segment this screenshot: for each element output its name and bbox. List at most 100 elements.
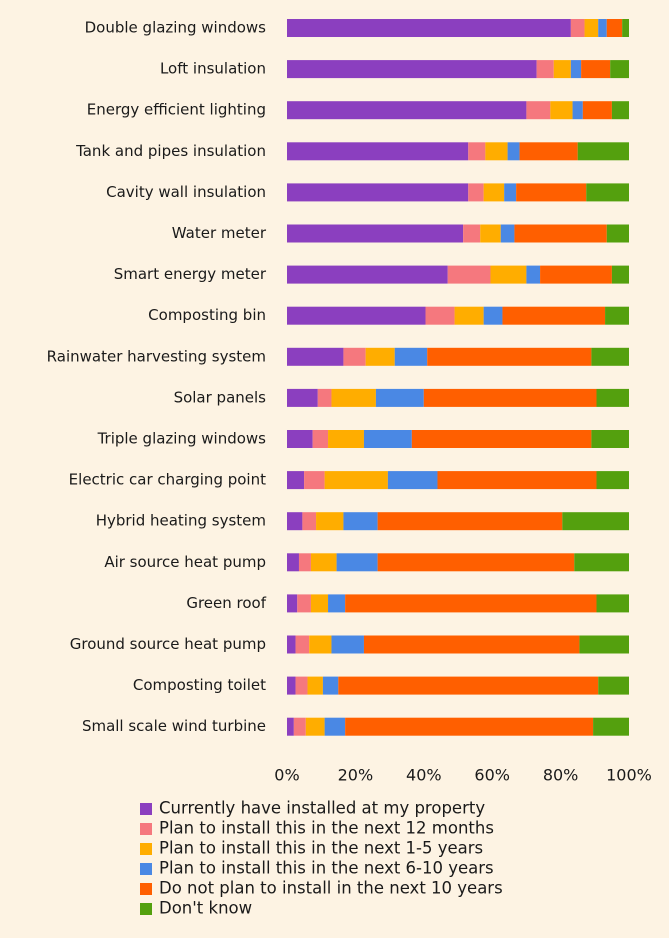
bar-segment <box>287 224 464 243</box>
bar-segment <box>550 101 573 120</box>
bar-segment <box>331 635 364 654</box>
bar-segment <box>287 388 318 407</box>
legend-swatch <box>140 823 152 835</box>
x-tick-label: 20% <box>338 766 374 785</box>
x-tick-label: 60% <box>474 766 510 785</box>
bar-segment <box>570 60 582 79</box>
bar-segment <box>287 430 313 448</box>
bar-segment <box>577 142 629 161</box>
bar-segment <box>581 60 611 79</box>
x-tick-label: 100% <box>606 766 652 785</box>
bar-segment <box>611 265 629 284</box>
bar-segment <box>596 594 629 613</box>
bar-segment <box>516 183 587 202</box>
legend-label: Plan to install this in the next 1-5 yea… <box>159 839 483 858</box>
bar-segment <box>574 553 629 572</box>
bar-segment <box>500 224 515 243</box>
bar-segment <box>463 224 481 243</box>
bar-segment <box>447 265 491 284</box>
legend-label: Don't know <box>159 899 252 918</box>
bar-segment <box>427 347 592 366</box>
bar-segment <box>287 635 296 654</box>
legend-label: Do not plan to install in the next 10 ye… <box>159 879 503 898</box>
legend-label: Currently have installed at my property <box>159 799 485 818</box>
bar-segment <box>324 717 346 736</box>
bar-segment <box>468 142 486 161</box>
bar-segment <box>312 430 329 448</box>
bar-segment <box>423 388 597 407</box>
bar-segment <box>287 60 537 79</box>
bar-segment <box>553 60 571 79</box>
legend-label: Plan to install this in the next 12 mont… <box>159 819 494 838</box>
bar-segment <box>377 512 563 531</box>
category-label: Smart energy meter <box>114 265 267 283</box>
bar-segment <box>331 388 376 407</box>
bar-segment <box>324 471 388 490</box>
bar-segment <box>610 60 629 79</box>
bar-segment <box>302 512 317 531</box>
bar-segment <box>287 101 527 120</box>
bar-segment <box>519 142 578 161</box>
bar-segment <box>317 388 332 407</box>
category-label: Composting bin <box>148 306 266 324</box>
bar-segment <box>584 19 599 37</box>
bar-segment <box>606 224 629 243</box>
bar-segment <box>310 553 337 572</box>
category-label: Small scale wind turbine <box>82 717 266 735</box>
bar-segment <box>305 717 325 736</box>
legend-swatch <box>140 883 152 895</box>
x-tick-label: 40% <box>406 766 442 785</box>
bar-segment <box>375 388 424 407</box>
bar-segment <box>611 101 629 120</box>
bar-segment <box>363 430 412 448</box>
bar-segment <box>343 347 366 366</box>
bar-segment <box>468 183 484 202</box>
bar-segment <box>437 471 597 490</box>
bar-segment <box>570 19 585 37</box>
bar-segment <box>287 512 303 531</box>
bar-segment <box>596 471 629 490</box>
x-tick-label: 80% <box>543 766 579 785</box>
bar-segment <box>287 471 305 490</box>
bar-segment <box>287 553 299 572</box>
bar-segment <box>579 635 629 654</box>
category-label: Double glazing windows <box>85 19 267 37</box>
bar-segment <box>345 717 594 736</box>
bar-segment <box>483 183 505 202</box>
legend-swatch <box>140 803 152 815</box>
bar-segment <box>502 306 606 325</box>
bar-segment <box>591 347 629 366</box>
bar-segment <box>287 265 448 284</box>
category-label: Triple glazing windows <box>97 430 267 448</box>
bar-segment <box>293 717 306 736</box>
bar-segment <box>394 347 428 366</box>
bar-segment <box>540 265 612 284</box>
bar-segment <box>287 594 298 613</box>
category-label: Rainwater harvesting system <box>47 347 266 365</box>
category-label: Water meter <box>172 224 267 242</box>
bar-segment <box>287 717 294 736</box>
bar-segment <box>591 430 629 448</box>
category-label: Ground source heat pump <box>70 635 266 653</box>
legend-label: Plan to install this in the next 6-10 ye… <box>159 859 494 878</box>
bar-segment <box>287 306 426 325</box>
bar-segment <box>295 676 308 695</box>
category-label: Composting toilet <box>133 676 266 694</box>
bar-segment <box>328 430 364 448</box>
bar-segment <box>338 676 599 695</box>
category-label: Solar panels <box>174 388 267 406</box>
category-label: Cavity wall insulation <box>106 183 266 201</box>
bar-segment <box>307 676 323 695</box>
bar-segment <box>606 19 623 37</box>
bar-segment <box>365 347 395 366</box>
bar-segment <box>572 101 583 120</box>
bar-segment <box>593 717 629 736</box>
bar-segment <box>322 676 339 695</box>
bar-segment <box>287 676 296 695</box>
bar-segment <box>526 265 541 284</box>
legend-swatch <box>140 863 152 875</box>
bar-segment <box>309 635 332 654</box>
bar-segment <box>485 142 508 161</box>
bar-segment <box>536 60 554 79</box>
